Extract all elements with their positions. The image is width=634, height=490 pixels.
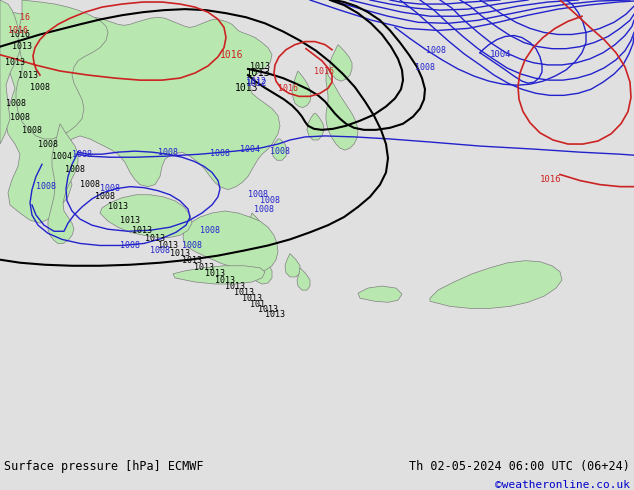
- Polygon shape: [183, 211, 278, 272]
- Text: 1016: 1016: [540, 175, 562, 184]
- Text: 1008: 1008: [10, 113, 30, 122]
- Text: 1016: 1016: [10, 30, 30, 39]
- Text: 1016: 1016: [8, 26, 28, 35]
- Text: 1008: 1008: [150, 246, 170, 255]
- Text: 1013: 1013: [18, 71, 38, 79]
- Text: 1008: 1008: [95, 192, 115, 201]
- Text: 1013: 1013: [194, 263, 214, 272]
- Polygon shape: [430, 261, 562, 308]
- Polygon shape: [48, 124, 78, 244]
- Text: 1008: 1008: [426, 46, 446, 55]
- Polygon shape: [100, 195, 192, 237]
- Text: 1008: 1008: [260, 196, 280, 205]
- Text: 1013: 1013: [225, 282, 245, 291]
- Polygon shape: [0, 0, 22, 144]
- Text: 1013: 1013: [170, 249, 190, 258]
- Text: 1008: 1008: [182, 241, 202, 250]
- Text: 1016: 1016: [278, 84, 298, 93]
- Text: 1013: 1013: [258, 305, 278, 314]
- Text: 1008: 1008: [200, 226, 220, 235]
- Polygon shape: [285, 254, 300, 277]
- Polygon shape: [16, 0, 108, 139]
- Text: 1008: 1008: [36, 182, 56, 191]
- Polygon shape: [330, 45, 352, 81]
- Text: Surface pressure [hPa] ECMWF: Surface pressure [hPa] ECMWF: [4, 460, 204, 473]
- Text: 1013: 1013: [132, 226, 152, 235]
- Polygon shape: [0, 0, 280, 223]
- Text: 1008: 1008: [100, 184, 120, 193]
- Text: 1013: 1013: [265, 310, 285, 319]
- Text: 1004: 1004: [240, 145, 260, 153]
- Polygon shape: [272, 139, 287, 160]
- Text: 1008: 1008: [30, 83, 50, 92]
- Text: 1013: 1013: [242, 294, 262, 303]
- Text: 1016: 1016: [314, 67, 334, 75]
- Text: ©weatheronline.co.uk: ©weatheronline.co.uk: [495, 480, 630, 490]
- Text: 1012: 1012: [246, 76, 266, 86]
- Text: 1008: 1008: [210, 148, 230, 158]
- Text: 1008: 1008: [38, 140, 58, 148]
- Text: 1013: 1013: [108, 202, 128, 211]
- Text: 1008: 1008: [120, 241, 140, 250]
- Text: 1012: 1012: [246, 79, 268, 88]
- Text: 1004: 1004: [52, 152, 72, 161]
- Polygon shape: [173, 266, 265, 284]
- Polygon shape: [253, 235, 266, 258]
- Text: 1013: 1013: [205, 270, 225, 278]
- Text: 1008: 1008: [415, 64, 435, 73]
- Text: 1013: 1013: [158, 241, 178, 250]
- Text: 1013: 1013: [234, 288, 254, 296]
- Polygon shape: [292, 71, 311, 107]
- Text: 1008: 1008: [270, 147, 290, 156]
- Text: 1013: 1013: [12, 42, 32, 51]
- Text: 16: 16: [20, 13, 30, 22]
- Polygon shape: [297, 268, 310, 290]
- Text: 1013: 1013: [145, 234, 165, 243]
- Text: 1013: 1013: [182, 256, 202, 265]
- Text: 1008: 1008: [254, 205, 274, 215]
- Text: 1008: 1008: [65, 165, 85, 174]
- Text: Th 02-05-2024 06:00 UTC (06+24): Th 02-05-2024 06:00 UTC (06+24): [409, 460, 630, 473]
- Text: 1008: 1008: [80, 180, 100, 189]
- Polygon shape: [248, 213, 264, 242]
- Text: 1008: 1008: [158, 147, 178, 157]
- Text: 1008: 1008: [6, 99, 26, 108]
- Text: 1016: 1016: [220, 50, 243, 60]
- Text: 1013: 1013: [235, 83, 259, 93]
- Polygon shape: [358, 286, 402, 302]
- Text: 1013: 1013: [215, 276, 235, 286]
- Text: 1013: 1013: [5, 58, 25, 68]
- Polygon shape: [307, 114, 324, 140]
- Text: 1008: 1008: [248, 190, 268, 199]
- Polygon shape: [252, 258, 272, 284]
- Text: 1013: 1013: [246, 68, 271, 78]
- Text: 1004: 1004: [490, 50, 512, 59]
- Text: 1013: 1013: [120, 216, 140, 224]
- Polygon shape: [326, 69, 358, 150]
- Text: 101: 101: [250, 300, 265, 309]
- Text: 1013: 1013: [250, 62, 270, 72]
- Text: 1008: 1008: [72, 149, 92, 159]
- Text: 1008: 1008: [22, 126, 42, 135]
